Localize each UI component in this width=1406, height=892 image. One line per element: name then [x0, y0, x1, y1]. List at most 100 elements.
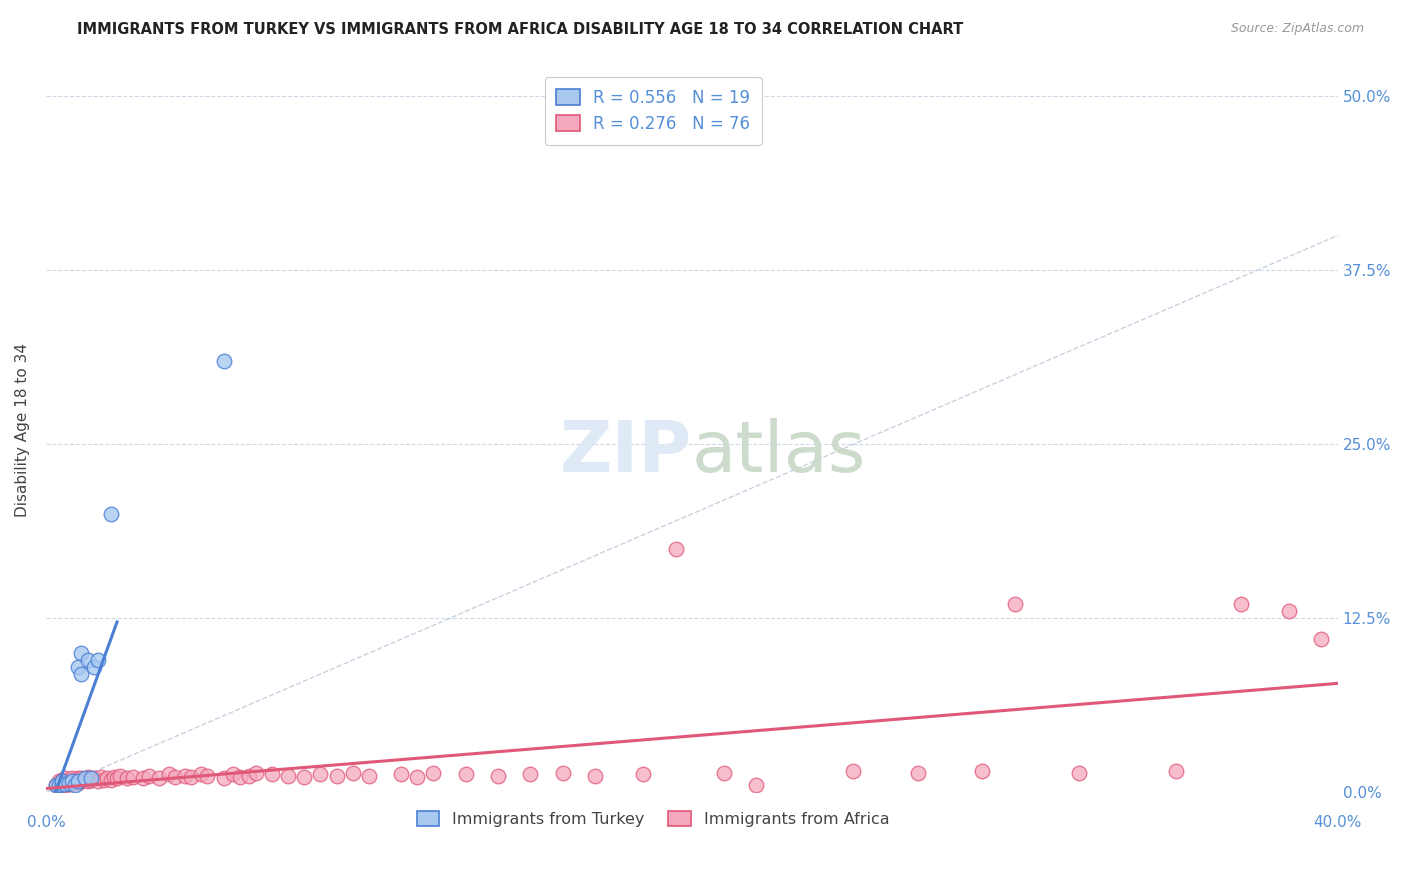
Legend: Immigrants from Turkey, Immigrants from Africa: Immigrants from Turkey, Immigrants from … [409, 803, 897, 835]
Point [63, 775, 86, 789]
Point [103, 770, 125, 784]
Point [180, 770, 202, 784]
Point [67, 775, 90, 789]
Point [45, 778, 67, 792]
Point [422, 765, 444, 780]
Point [277, 769, 299, 783]
Text: 0.0%: 0.0% [27, 815, 65, 830]
Point [100, 772, 122, 787]
Point [67, 772, 90, 786]
Point [115, 772, 138, 786]
Text: IMMIGRANTS FROM TURKEY VS IMMIGRANTS FROM AFRICA DISABILITY AGE 18 TO 34 CORRELA: IMMIGRANTS FROM TURKEY VS IMMIGRANTS FRO… [77, 22, 963, 37]
Point [519, 767, 541, 781]
Point [96, 772, 118, 786]
Point [105, 772, 128, 786]
Point [486, 769, 509, 783]
Text: atlas: atlas [692, 417, 866, 487]
Point [260, 767, 283, 781]
Point [228, 770, 250, 784]
Point [51, 772, 73, 787]
Point [83, 772, 105, 786]
Point [80, 772, 103, 786]
Point [212, 354, 235, 368]
Point [45, 778, 67, 792]
Point [1278, 604, 1301, 618]
Point [157, 767, 180, 781]
Point [77, 653, 100, 667]
Point [1310, 632, 1333, 647]
Point [80, 772, 103, 787]
Text: 40.0%: 40.0% [1313, 815, 1362, 830]
Point [132, 772, 155, 786]
Point [972, 764, 994, 779]
Point [73, 772, 96, 787]
Point [1069, 765, 1091, 780]
Point [73, 772, 96, 786]
Point [51, 775, 73, 789]
Point [342, 765, 364, 780]
Point [48, 774, 70, 789]
Text: Source: ZipAtlas.com: Source: ZipAtlas.com [1230, 22, 1364, 36]
Point [357, 769, 380, 783]
Point [745, 778, 768, 792]
Point [63, 772, 86, 787]
Point [292, 770, 315, 784]
Point [60, 774, 83, 789]
Point [51, 774, 73, 789]
Point [245, 765, 267, 780]
Point [110, 769, 132, 783]
Point [173, 769, 195, 783]
Point [907, 765, 929, 780]
Point [842, 764, 865, 779]
Point [238, 769, 260, 783]
Point [633, 767, 655, 781]
Point [53, 772, 76, 786]
Point [454, 767, 477, 781]
Point [53, 777, 76, 791]
Point [60, 772, 83, 786]
Point [389, 767, 412, 781]
Point [148, 772, 170, 786]
Point [1004, 598, 1026, 612]
Point [58, 777, 80, 791]
Point [83, 660, 105, 674]
Point [165, 770, 187, 784]
Point [222, 767, 245, 781]
Point [77, 774, 100, 789]
Point [70, 667, 93, 681]
Point [63, 778, 86, 792]
Point [93, 772, 115, 787]
Point [190, 767, 212, 781]
Point [86, 653, 108, 667]
Point [53, 775, 76, 789]
Point [67, 774, 90, 789]
Point [1166, 764, 1188, 779]
Point [86, 774, 108, 789]
Point [60, 777, 83, 791]
Point [48, 778, 70, 792]
Point [58, 772, 80, 787]
Point [53, 778, 76, 792]
Point [212, 772, 235, 786]
Point [325, 769, 347, 783]
Point [58, 775, 80, 789]
Point [406, 770, 429, 784]
Point [583, 769, 606, 783]
Point [70, 774, 93, 789]
Point [51, 777, 73, 791]
Text: ZIP: ZIP [560, 417, 692, 487]
Point [309, 767, 332, 781]
Point [713, 765, 735, 780]
Point [551, 765, 574, 780]
Y-axis label: Disability Age 18 to 34: Disability Age 18 to 34 [15, 343, 30, 517]
Point [48, 777, 70, 791]
Point [77, 770, 100, 784]
Point [1229, 598, 1251, 612]
Point [100, 507, 122, 521]
Point [138, 769, 160, 783]
Point [70, 646, 93, 660]
Point [70, 772, 93, 786]
Point [90, 770, 112, 784]
Point [51, 778, 73, 792]
Point [197, 769, 219, 783]
